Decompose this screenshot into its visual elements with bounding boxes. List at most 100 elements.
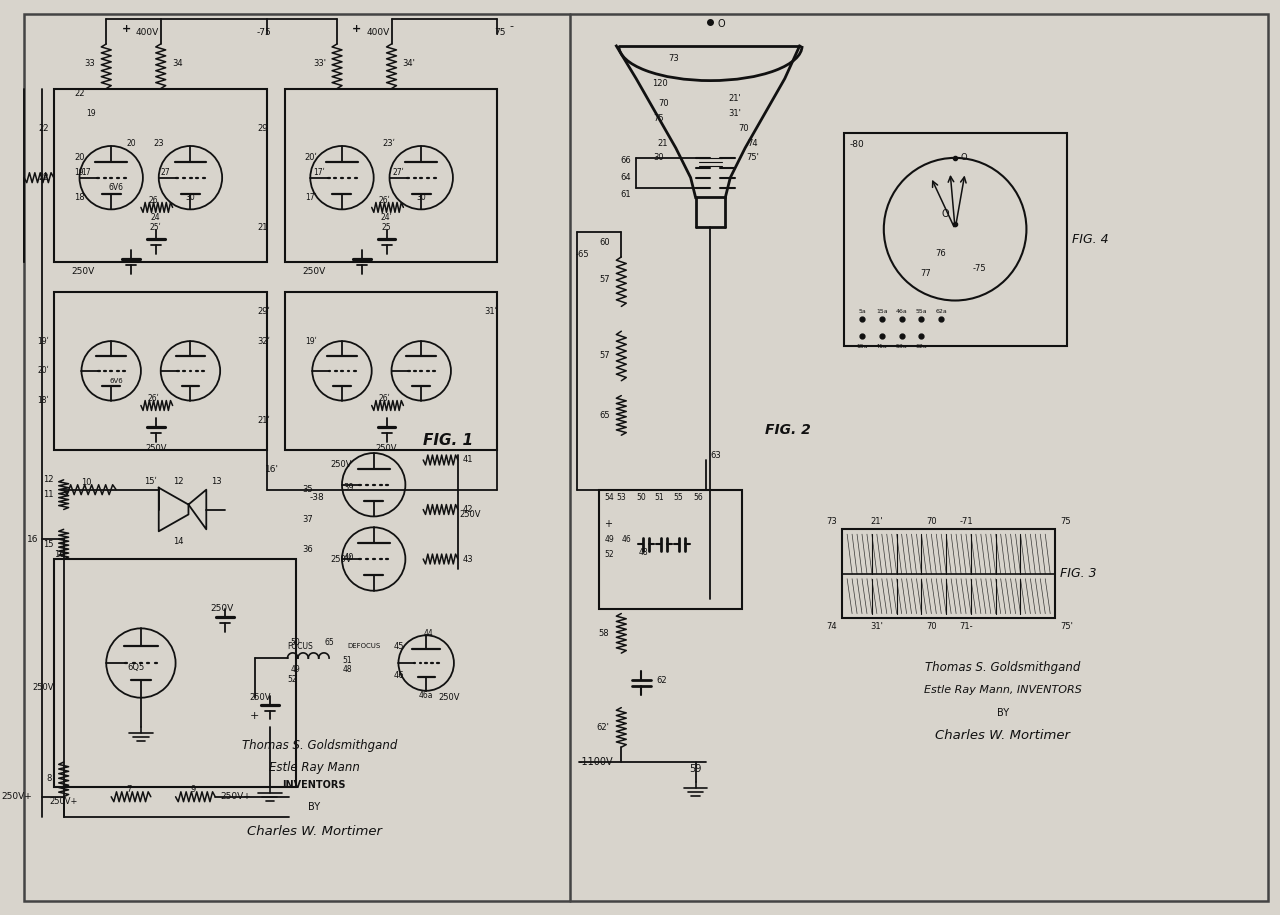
Text: 17ʹ: 17ʹ	[314, 168, 325, 178]
Text: 23: 23	[154, 138, 164, 147]
Text: 250V: 250V	[210, 604, 233, 613]
Text: 15: 15	[44, 540, 54, 549]
Text: 8: 8	[46, 774, 51, 783]
Text: 21': 21'	[870, 517, 883, 526]
Text: +: +	[122, 24, 131, 34]
Text: 26: 26	[148, 196, 159, 205]
Text: 70: 70	[925, 517, 937, 526]
Text: 46: 46	[393, 672, 403, 681]
Text: 29: 29	[257, 124, 269, 133]
Text: 22: 22	[38, 173, 49, 182]
Text: 6V6: 6V6	[109, 183, 124, 192]
Text: 70: 70	[925, 622, 937, 630]
Text: 64: 64	[621, 173, 631, 182]
Text: Thomas S. Goldsmithgand: Thomas S. Goldsmithgand	[925, 662, 1080, 674]
Text: 48: 48	[639, 547, 648, 556]
Text: 30: 30	[416, 193, 426, 202]
Bar	[842, 529, 1055, 619]
Text: FOCUS: FOCUS	[288, 641, 314, 651]
Text: 18ʹ: 18ʹ	[37, 396, 49, 405]
Text: 44: 44	[424, 629, 433, 638]
Text: 34': 34'	[402, 59, 415, 69]
Text: 46: 46	[621, 534, 631, 544]
Text: 24: 24	[151, 213, 160, 221]
Text: 6Q5: 6Q5	[127, 663, 145, 673]
Text: 21: 21	[257, 222, 269, 231]
Text: Charles W. Mortimer: Charles W. Mortimer	[247, 825, 381, 838]
Text: 33: 33	[84, 59, 95, 69]
Text: +: +	[604, 520, 612, 530]
Text: 73: 73	[668, 54, 678, 63]
Text: 6V6: 6V6	[109, 378, 123, 383]
Text: 21: 21	[658, 138, 668, 147]
Text: 22: 22	[74, 89, 84, 98]
Text: 26ʹ: 26ʹ	[379, 196, 390, 205]
Text: 250V: 250V	[302, 267, 325, 276]
Text: 49: 49	[291, 665, 301, 674]
Text: 250V+: 250V+	[1, 792, 32, 802]
Text: 250V: 250V	[330, 460, 352, 469]
Text: 250V: 250V	[250, 694, 271, 702]
Text: 250V: 250V	[145, 444, 166, 453]
Text: 74: 74	[748, 138, 758, 147]
Text: 19: 19	[74, 168, 84, 178]
Text: 250V: 250V	[72, 267, 95, 276]
Text: O: O	[960, 154, 966, 162]
Text: Estle Ray Mann, INVENTORS: Estle Ray Mann, INVENTORS	[924, 684, 1082, 694]
Text: 15a: 15a	[876, 309, 887, 314]
Text: 62': 62'	[596, 723, 609, 732]
Text: Estle Ray Mann: Estle Ray Mann	[269, 760, 360, 773]
Text: 26ʹ: 26ʹ	[379, 394, 390, 404]
Text: FIG. 2: FIG. 2	[765, 424, 810, 437]
Text: 53a: 53a	[896, 343, 908, 349]
Text: 48: 48	[342, 665, 352, 674]
Text: 52: 52	[604, 550, 614, 558]
Text: 66: 66	[621, 156, 631, 166]
Text: 53: 53	[617, 493, 626, 502]
Text: -80: -80	[849, 141, 864, 149]
Text: 51: 51	[342, 655, 352, 664]
Text: 5a: 5a	[858, 309, 865, 314]
Text: 39: 39	[343, 483, 355, 492]
Bar	[284, 292, 498, 450]
Text: 31': 31'	[870, 622, 883, 630]
Text: 75': 75'	[746, 154, 759, 162]
Text: 15a: 15a	[856, 343, 868, 349]
Text: 75: 75	[653, 113, 664, 123]
Bar	[845, 133, 1068, 346]
Text: +: +	[250, 711, 260, 720]
Text: 16': 16'	[265, 466, 279, 474]
Text: 57: 57	[600, 351, 611, 361]
Text: -1100V: -1100V	[579, 757, 613, 767]
Text: -75: -75	[973, 264, 987, 274]
Bar	[54, 89, 266, 262]
Text: 40: 40	[343, 553, 355, 562]
Text: 75': 75'	[1060, 622, 1073, 630]
Text: 19ʹ: 19ʹ	[37, 337, 49, 346]
Text: 33': 33'	[314, 59, 326, 69]
Text: 16: 16	[54, 550, 64, 558]
Text: 25ʹ: 25ʹ	[150, 222, 161, 231]
Text: 52: 52	[288, 675, 297, 684]
Text: 75: 75	[1060, 517, 1071, 526]
Text: 31ʹ: 31ʹ	[485, 307, 498, 316]
Text: 75: 75	[494, 27, 506, 37]
Text: 120: 120	[652, 79, 668, 88]
Text: 31': 31'	[728, 109, 741, 118]
Text: 60: 60	[600, 238, 611, 246]
Text: 70: 70	[737, 124, 749, 133]
Bar	[284, 89, 498, 262]
Text: 42: 42	[463, 505, 474, 514]
Text: 76: 76	[934, 250, 946, 258]
Text: 65: 65	[324, 638, 334, 647]
Text: 20: 20	[74, 154, 84, 162]
Text: BY: BY	[997, 707, 1009, 717]
Text: 46a: 46a	[896, 309, 908, 314]
Text: 250V: 250V	[32, 684, 54, 693]
Text: 250V+: 250V+	[220, 792, 251, 802]
Text: 16: 16	[27, 534, 38, 544]
Text: 61: 61	[621, 190, 631, 199]
Text: 17: 17	[82, 168, 91, 178]
Text: INVENTORS: INVENTORS	[283, 780, 346, 790]
Text: 11: 11	[44, 490, 54, 500]
